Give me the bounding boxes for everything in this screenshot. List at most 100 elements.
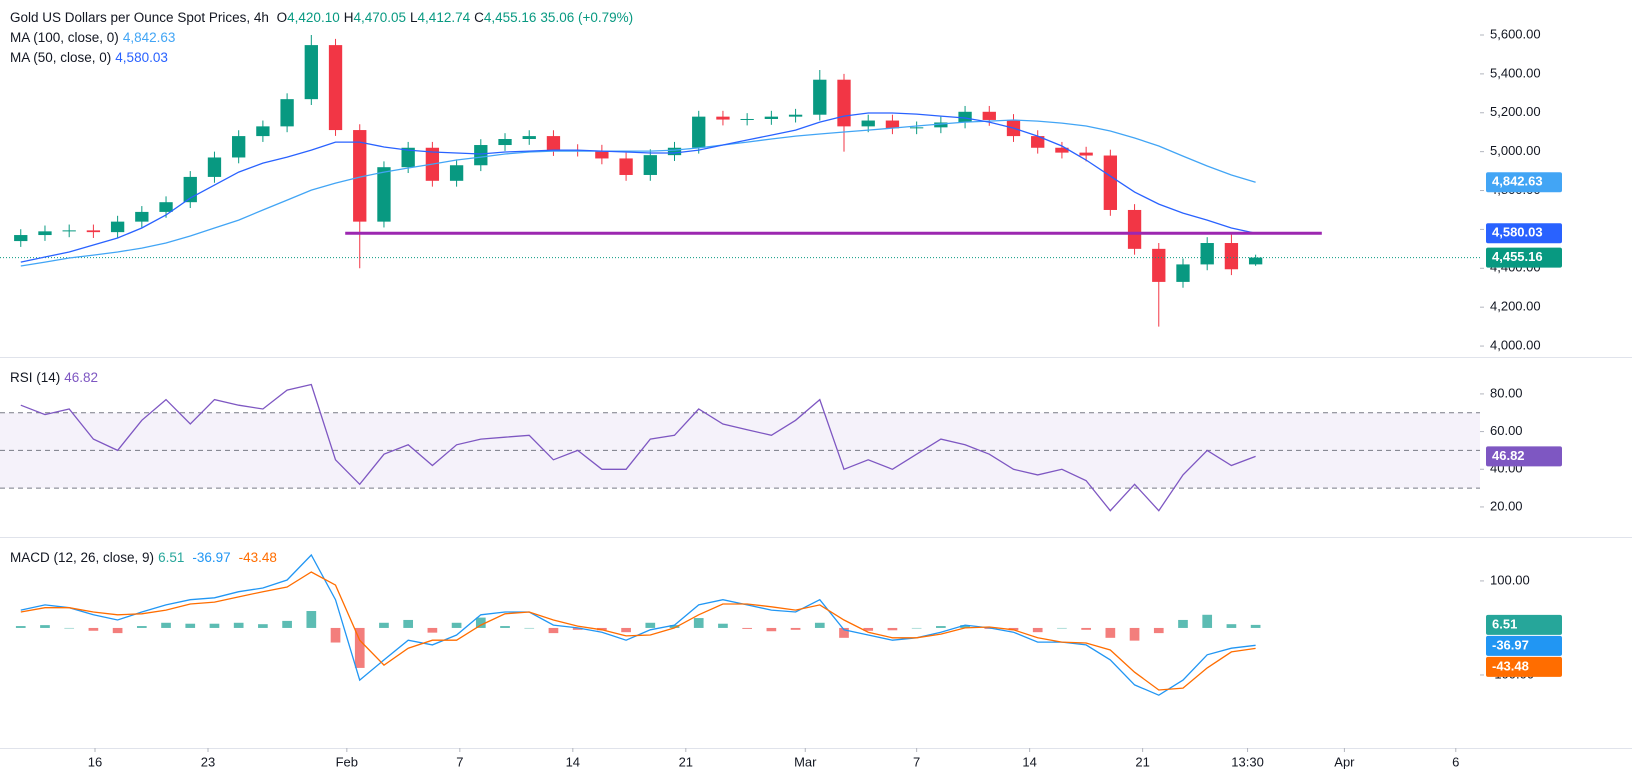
x-tick-label: 14: [1022, 754, 1036, 769]
y-tick-label: 5,200.00: [1490, 104, 1541, 119]
histogram-bar: [64, 627, 75, 629]
panel-legend: MA (100, close, 0) 4,842.63 MA (50, close,…: [10, 28, 183, 68]
histogram-bar: [1057, 627, 1067, 629]
x-tick-label: Feb: [336, 754, 358, 769]
candle-body: [837, 79, 851, 127]
y-tick-label: 5,000.00: [1490, 143, 1541, 158]
value-label-bg: [1486, 635, 1562, 656]
histogram-bar: [306, 611, 317, 628]
histogram-bar: [451, 622, 462, 628]
candle-body: [304, 45, 318, 100]
histogram-bar: [258, 624, 268, 628]
candle-body: [522, 136, 536, 140]
value-label: 4,455.16: [1492, 249, 1543, 264]
candle-body: [498, 139, 512, 146]
histogram-bar: [379, 622, 389, 628]
ohlc-prefix: H: [343, 10, 354, 25]
candle-body: [982, 111, 996, 120]
series-line: [20, 383, 1256, 512]
candle-body: [667, 147, 682, 156]
histogram-bar: [1008, 627, 1019, 631]
histogram-bar: [548, 627, 559, 634]
price-legend: Gold US Dollars per Ounce Spot Prices, 4…: [10, 8, 641, 28]
value-label: 6.51: [1492, 616, 1517, 631]
candle-body: [692, 116, 706, 148]
histogram-bar: [597, 627, 607, 631]
y-tick-label: 80.00: [1490, 385, 1523, 400]
histogram-bar: [475, 617, 486, 628]
candle-body: [643, 155, 657, 175]
histogram-bar: [185, 623, 196, 628]
indicator-title: RSI (14): [10, 370, 61, 385]
series-value: 4,842.63: [122, 30, 176, 45]
candle-body: [353, 130, 367, 222]
candle-body: [232, 136, 246, 158]
candle-body: [934, 122, 948, 128]
candle-body: [1079, 152, 1093, 156]
x-tick-label: 13:30: [1231, 754, 1264, 769]
histogram-bar: [209, 623, 220, 628]
x-tick-label: Apr: [1334, 754, 1355, 769]
histogram-bar: [814, 622, 825, 628]
candle-body: [1055, 147, 1069, 153]
histogram-bar: [354, 627, 365, 668]
indicator-title: MACD (12, 26, close, 9): [10, 550, 155, 565]
y-tick-label: 5,600.00: [1490, 26, 1541, 41]
histogram-bar: [936, 626, 946, 628]
value-label-bg: [1486, 656, 1562, 677]
ohlc-value: 4,455.16: [483, 10, 537, 25]
candle-body: [764, 116, 779, 119]
histogram-bar: [524, 627, 535, 629]
x-tick-label: Mar: [794, 754, 817, 769]
series-line: [20, 112, 1256, 263]
y-tick-label: 5,400.00: [1490, 65, 1541, 80]
y-tick-label: 60.00: [1490, 423, 1523, 438]
histogram-bar: [403, 619, 414, 628]
series-line: [20, 119, 1256, 267]
candle-body: [716, 116, 730, 120]
series-name: MA (100, close, 0): [10, 30, 119, 45]
histogram-bar: [1178, 619, 1188, 628]
x-tick-label: 7: [456, 754, 463, 769]
histogram-bar: [790, 627, 801, 630]
value-label: 4,842.63: [1492, 174, 1543, 189]
histogram-bar: [136, 626, 147, 628]
candle-body: [377, 167, 391, 222]
x-tick-label: 21: [1135, 754, 1149, 769]
histogram-bar: [572, 627, 583, 630]
candle-body: [135, 211, 149, 222]
candle-body: [159, 202, 173, 212]
candle-body: [1127, 209, 1142, 249]
ohlc-prefix: O: [276, 10, 288, 25]
x-tick-label: 21: [679, 754, 693, 769]
candle-body: [788, 114, 803, 117]
candle-body: [1200, 243, 1214, 265]
candle-body: [546, 136, 561, 151]
candle-body: [861, 120, 875, 127]
y-tick-label: 100.00: [1490, 572, 1530, 587]
histogram-bar: [766, 627, 777, 632]
candle-body: [62, 230, 76, 232]
candle-body: [280, 99, 294, 127]
candle-body: [1224, 243, 1239, 270]
series-name: MA (50, close, 0): [10, 50, 112, 65]
ohlc-prefix: C: [474, 10, 484, 25]
histogram-bar: [645, 622, 656, 628]
candle-body: [86, 230, 101, 233]
candle-body: [595, 150, 609, 159]
candle-body: [474, 145, 488, 166]
ohlc-value: 4,420.10: [287, 10, 340, 25]
candle-body: [619, 158, 633, 175]
value-label-bg: [1486, 614, 1562, 635]
x-tick-label: 23: [201, 754, 215, 769]
candle-body: [14, 235, 28, 242]
histogram-bar: [1202, 614, 1213, 628]
histogram-bar: [233, 622, 244, 628]
value-label-bg: [1486, 172, 1562, 193]
series-value: -36.97: [192, 550, 231, 565]
histogram-bar: [1081, 627, 1091, 630]
candle-body: [1248, 257, 1263, 265]
x-tick-label: 6: [1452, 754, 1459, 769]
candle-body: [1152, 248, 1166, 282]
